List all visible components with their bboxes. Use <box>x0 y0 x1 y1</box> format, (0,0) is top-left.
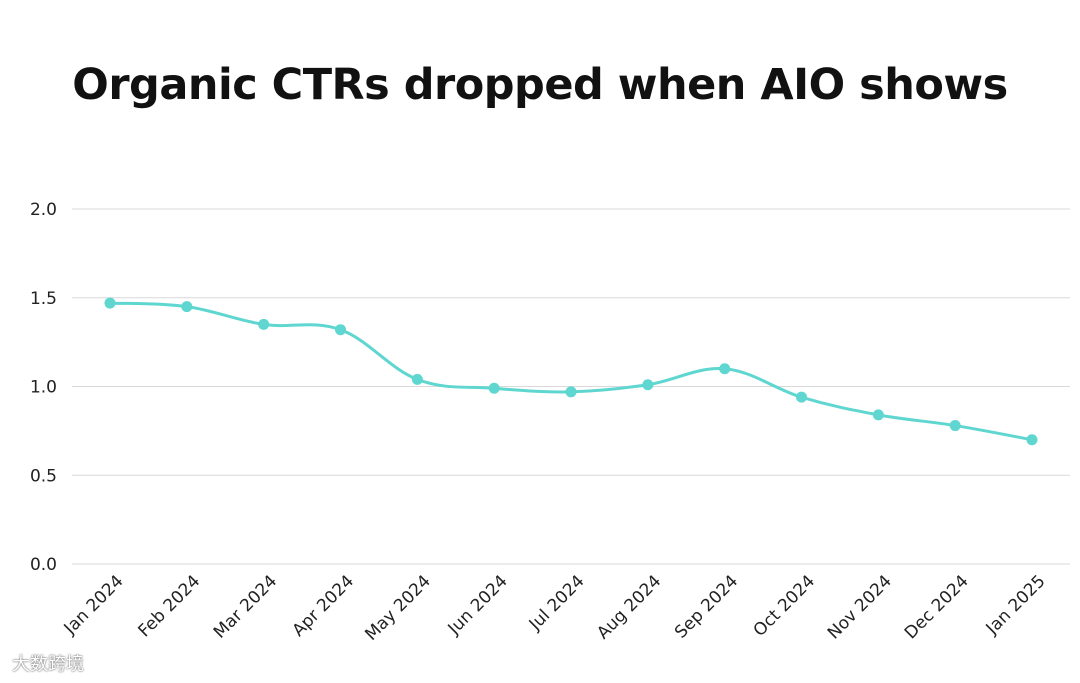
data-point <box>565 386 577 398</box>
data-point <box>719 363 731 375</box>
data-point <box>488 382 500 394</box>
y-tick-label: 1.0 <box>30 378 57 398</box>
x-tick-label: May 2024 <box>361 571 434 644</box>
data-point <box>642 379 654 391</box>
x-tick-label: Dec 2024 <box>901 571 973 643</box>
y-tick-label: 1.5 <box>30 289 57 309</box>
x-tick-label: Mar 2024 <box>210 571 281 642</box>
data-point <box>104 297 116 309</box>
y-axis-ticks: 0.0 0.5 1.0 1.5 2.0 <box>30 200 57 575</box>
x-tick-label: Jan 2024 <box>60 571 128 639</box>
x-tick-label: Aug 2024 <box>593 571 665 643</box>
x-tick-label: Jul 2024 <box>525 571 589 635</box>
chart-title: Organic CTRs dropped when AIO shows <box>72 60 1008 110</box>
data-point <box>1026 434 1038 446</box>
series <box>104 297 1038 446</box>
x-tick-label: Feb 2024 <box>135 571 205 641</box>
data-point <box>335 324 346 336</box>
watermark-logo: 大数跨境 <box>12 654 84 675</box>
x-tick-label: Apr 2024 <box>289 571 358 640</box>
data-point <box>258 318 270 330</box>
x-tick-label: Jun 2024 <box>444 571 512 639</box>
y-tick-label: 0.0 <box>30 555 57 575</box>
series-line <box>108 301 1034 442</box>
x-axis-ticks: Jan 2024 Feb 2024 Mar 2024 Apr 2024 May 2024… <box>60 571 1050 644</box>
data-point <box>181 301 193 313</box>
data-point <box>949 420 961 432</box>
y-tick-label: 2.0 <box>30 200 57 220</box>
data-point <box>872 409 884 421</box>
x-tick-label: Nov 2024 <box>824 571 896 643</box>
y-tick-label: 0.5 <box>30 466 57 486</box>
x-tick-label: Jan 2025 <box>982 571 1050 639</box>
x-tick-label: Sep 2024 <box>671 571 742 642</box>
data-point <box>796 391 807 403</box>
data-point <box>411 373 423 385</box>
x-tick-label: Oct 2024 <box>750 571 819 640</box>
